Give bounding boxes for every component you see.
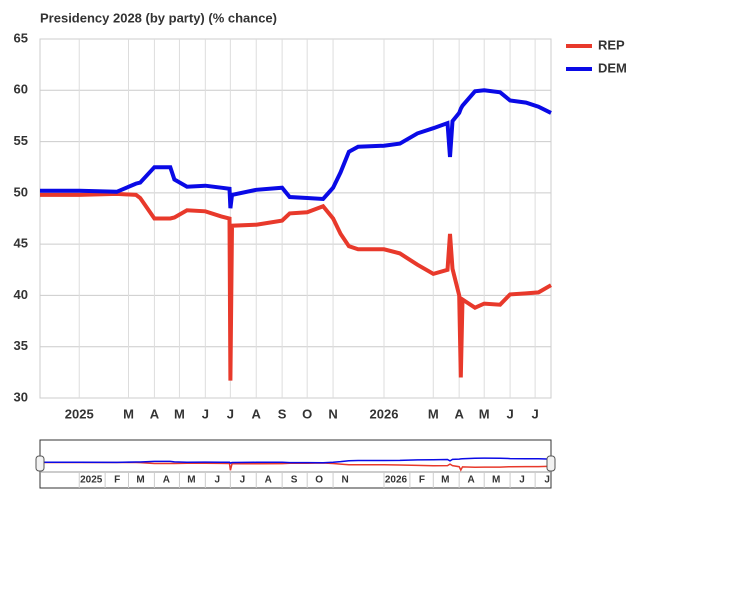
navigator-tick-label: A [468,475,475,486]
navigator-tick-label: 2025 [80,475,103,486]
navigator-tick-label: J [240,475,246,486]
x-tick-label: A [252,406,262,421]
navigator-tick-label: F [419,475,425,486]
x-tick-label: M [123,406,134,421]
x-tick-label: J [506,406,513,421]
x-tick-label: S [278,406,287,421]
x-tick-label: M [428,406,439,421]
navigator-tick-label: N [341,475,348,486]
navigator-tick-label: M [187,475,195,486]
x-tick-label: N [328,406,337,421]
x-tick-label: J [532,406,539,421]
y-tick-label: 35 [14,338,28,353]
y-tick-label: 50 [14,184,28,199]
navigator-tick-label: 2026 [385,475,408,486]
x-tick-label: A [454,406,464,421]
x-tick-label: A [150,406,160,421]
navigator-handle[interactable] [546,455,556,472]
y-tick-label: 55 [14,133,28,148]
navigator-tick-label: J [215,475,221,486]
x-tick-label: J [202,406,209,421]
navigator-tick-label: F [114,475,120,486]
series-line [40,88,552,209]
x-tick-label: O [302,406,312,421]
y-tick-label: 30 [14,389,28,404]
navigator-tick-label: O [315,475,323,486]
navigator-tick-label: S [291,475,298,486]
navigator-line [40,457,552,464]
navigator-line [40,461,552,472]
navigator[interactable] [39,439,552,489]
navigator-tick-label: J [519,475,525,486]
x-tick-label: J [227,406,234,421]
series-line [40,191,552,381]
legend-label: REP [598,37,625,52]
navigator-tick-label: M [136,475,144,486]
y-tick-label: 45 [14,236,28,251]
chart-title: Presidency 2028 (by party) (% chance) [40,10,277,25]
navigator-tick-label: M [492,475,500,486]
navigator-tick-label: A [265,475,272,486]
navigator-tick-label: A [163,475,170,486]
x-tick-label: M [479,406,490,421]
x-tick-label: M [174,406,185,421]
legend-label: DEM [598,60,627,75]
navigator-tick-label: M [441,475,449,486]
y-tick-label: 60 [14,82,28,97]
x-tick-label: 2025 [65,406,94,421]
y-tick-label: 40 [14,287,28,302]
x-tick-label: 2026 [370,406,399,421]
navigator-handle[interactable] [35,455,45,472]
y-tick-label: 65 [14,30,28,45]
navigator-tick-label: J [544,475,550,486]
